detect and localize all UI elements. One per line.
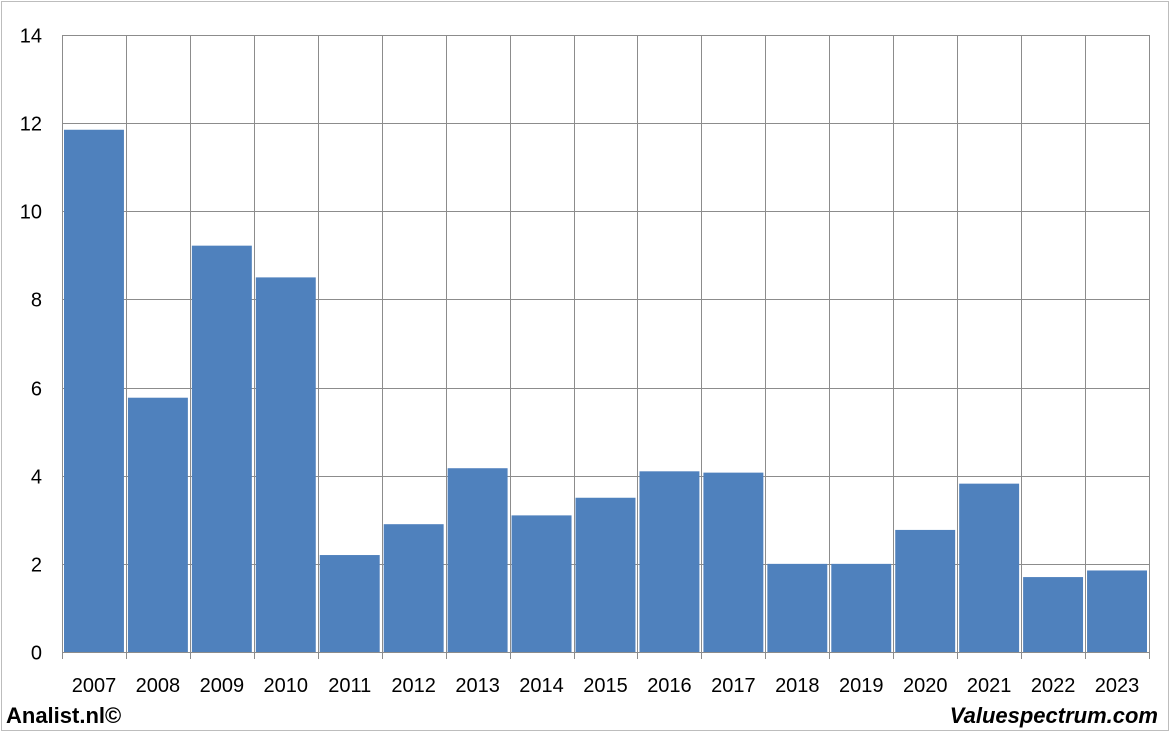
bar-2007 bbox=[64, 129, 124, 652]
x-tick-label: 2009 bbox=[200, 675, 245, 697]
x-tick-label: 2010 bbox=[264, 675, 309, 697]
x-tick-label: 2021 bbox=[967, 675, 1012, 697]
axes bbox=[62, 35, 1150, 659]
bar-2014 bbox=[511, 515, 572, 652]
y-tick-label: 2 bbox=[31, 555, 42, 577]
bar-2010 bbox=[255, 277, 316, 652]
bar-2018 bbox=[767, 563, 828, 652]
bar-2012 bbox=[383, 524, 444, 652]
y-tick-label: 6 bbox=[31, 379, 42, 401]
y-tick-label: 10 bbox=[20, 202, 42, 224]
y-tick-label: 4 bbox=[31, 467, 42, 489]
bar-2011 bbox=[319, 555, 380, 652]
bar-2015 bbox=[575, 497, 636, 652]
bar-2022 bbox=[1023, 577, 1084, 652]
bar-2009 bbox=[191, 245, 252, 652]
x-tick-label: 2020 bbox=[903, 675, 948, 697]
y-tick-label: 0 bbox=[31, 643, 42, 665]
bar-2019 bbox=[831, 563, 892, 652]
x-tick-label: 2015 bbox=[583, 675, 628, 697]
bar-2016 bbox=[639, 471, 700, 652]
x-tick-label: 2023 bbox=[1095, 675, 1140, 697]
x-tick-label: 2016 bbox=[647, 675, 692, 697]
x-tick-label: 2012 bbox=[391, 675, 436, 697]
x-tick-label: 2017 bbox=[711, 675, 756, 697]
x-tick-label: 2013 bbox=[455, 675, 500, 697]
x-tick-labels: 2007 2008 2009 2010 2011 2012 2013 2014 2015 2016… bbox=[72, 675, 1140, 697]
bar-2023 bbox=[1087, 570, 1147, 652]
bar-2013 bbox=[447, 468, 508, 652]
x-tick-label: 2018 bbox=[775, 675, 820, 697]
y-tick-label: 12 bbox=[20, 114, 42, 136]
x-tick-label: 2011 bbox=[328, 675, 371, 697]
y-tick-label: 14 bbox=[20, 26, 42, 48]
bar-2020 bbox=[895, 529, 956, 652]
x-tick-label: 2019 bbox=[839, 675, 884, 697]
x-tick-label: 2014 bbox=[519, 675, 564, 697]
x-tick-label: 2022 bbox=[1031, 675, 1076, 697]
footer-right-credit: Valuespectrum.com bbox=[949, 703, 1158, 728]
bar-2021 bbox=[959, 483, 1020, 652]
y-tick-label: 8 bbox=[31, 290, 42, 312]
bar-2017 bbox=[703, 472, 764, 652]
bars bbox=[64, 129, 1147, 652]
bar-2008 bbox=[127, 397, 188, 652]
y-tick-labels: 0 2 4 6 8 10 12 14 bbox=[20, 26, 42, 665]
footer-left-credit: Analist.nl© bbox=[6, 703, 122, 728]
x-tick-label: 2007 bbox=[72, 675, 117, 697]
x-tick-label: 2008 bbox=[136, 675, 181, 697]
